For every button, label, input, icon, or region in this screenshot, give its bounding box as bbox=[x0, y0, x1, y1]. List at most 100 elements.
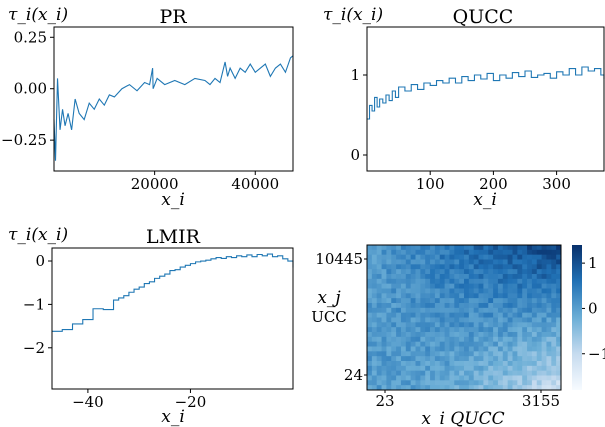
heatmap-cell bbox=[410, 375, 416, 381]
heatmap-cell bbox=[381, 254, 387, 260]
heatmap-cell bbox=[473, 351, 479, 357]
heatmap-cell bbox=[449, 351, 455, 357]
heatmap-cell bbox=[507, 361, 513, 367]
heatmap-cell bbox=[497, 264, 504, 270]
heatmap-cell bbox=[468, 346, 475, 352]
heatmap-cell bbox=[483, 283, 489, 289]
heatmap-cell bbox=[425, 254, 431, 260]
heatmap-cell bbox=[464, 370, 470, 376]
heatmap-cell bbox=[556, 351, 562, 357]
heatmap-cell bbox=[464, 356, 470, 362]
heatmap-cell bbox=[371, 351, 378, 357]
heatmap-cell bbox=[396, 361, 402, 367]
heatmap-cell bbox=[522, 385, 528, 391]
heatmap-cell bbox=[425, 380, 431, 386]
heatmap-cell bbox=[405, 307, 412, 314]
x-tick-label: −20 bbox=[175, 393, 207, 411]
heatmap-cell bbox=[430, 365, 436, 372]
heatmap-cell bbox=[522, 254, 528, 260]
heatmap-cell bbox=[371, 380, 378, 386]
heatmap-cell bbox=[391, 365, 397, 372]
heatmap-cell bbox=[439, 298, 445, 304]
heatmap-cell bbox=[371, 245, 378, 251]
heatmap-cell bbox=[367, 317, 373, 323]
heatmap-cell bbox=[522, 351, 528, 357]
heatmap-cell bbox=[376, 259, 382, 265]
heatmap-cell bbox=[420, 254, 426, 260]
heatmap-cell bbox=[434, 375, 441, 381]
heatmap-cell bbox=[405, 356, 412, 362]
heatmap-cell bbox=[420, 370, 426, 376]
heatmap-cell bbox=[396, 312, 402, 318]
heatmap-cell bbox=[430, 385, 436, 391]
heatmap-cell bbox=[478, 356, 484, 362]
heatmap-cell bbox=[415, 375, 421, 381]
heatmap-cell bbox=[396, 341, 402, 347]
heatmap-cell bbox=[410, 254, 416, 260]
heatmap-cell bbox=[376, 336, 382, 343]
heatmap-cell bbox=[367, 341, 373, 347]
heatmap-cell bbox=[391, 245, 397, 251]
heatmap-cell bbox=[400, 269, 407, 275]
heatmap-cell bbox=[400, 356, 407, 362]
heatmap-cell bbox=[381, 356, 387, 362]
heatmap-cell bbox=[449, 327, 455, 333]
heatmap-cell bbox=[536, 278, 542, 285]
heatmap-cell bbox=[478, 361, 484, 367]
heatmap-cell bbox=[531, 288, 538, 294]
panel-qucc: QUCC τ_i(x_i) x_i 100 200 300 0 1 bbox=[323, 5, 605, 210]
heatmap-cell bbox=[497, 303, 504, 309]
heatmap-cell bbox=[541, 307, 547, 314]
heatmap-cell bbox=[507, 385, 513, 391]
heatmap-cell bbox=[449, 312, 455, 318]
heatmap-cell bbox=[546, 336, 552, 343]
heatmap-cell bbox=[367, 293, 373, 299]
heatmap-cell bbox=[371, 293, 378, 299]
heatmap-cell bbox=[400, 303, 407, 309]
heatmap-cell bbox=[522, 269, 528, 275]
heatmap-cell bbox=[405, 322, 412, 328]
heatmap-cell bbox=[410, 346, 416, 352]
heatmap-cell bbox=[468, 336, 475, 343]
heatmap-cell bbox=[396, 298, 402, 304]
heatmap-cell bbox=[493, 283, 499, 289]
series-line bbox=[52, 253, 294, 332]
heatmap-cell bbox=[430, 356, 436, 362]
heatmap-cell bbox=[512, 303, 518, 309]
heatmap-cell bbox=[439, 317, 445, 323]
heatmap-cell bbox=[527, 351, 533, 357]
heatmap-cell bbox=[381, 375, 387, 381]
heatmap-cell bbox=[512, 293, 518, 299]
heatmap-cell bbox=[507, 312, 513, 318]
heatmap-cell bbox=[531, 327, 538, 333]
heatmap-cell bbox=[464, 385, 470, 391]
heatmap-cell bbox=[420, 341, 426, 347]
heatmap-cell bbox=[488, 254, 494, 260]
heatmap-cell bbox=[415, 361, 421, 367]
heatmap-cell bbox=[488, 385, 494, 391]
heatmap-cell bbox=[536, 317, 542, 323]
heatmap-cell bbox=[367, 312, 373, 318]
heatmap-cell bbox=[386, 274, 392, 280]
heatmap-cell bbox=[396, 264, 402, 270]
heatmap-cell bbox=[396, 245, 402, 251]
heatmap-cell bbox=[468, 351, 475, 357]
heatmap-cell bbox=[473, 370, 479, 376]
heatmap-cell bbox=[483, 327, 489, 333]
heatmap-cell bbox=[522, 336, 528, 343]
heatmap-cell bbox=[556, 336, 562, 343]
heatmap-cell bbox=[454, 341, 460, 347]
heatmap-cell bbox=[459, 327, 465, 333]
heatmap-cell bbox=[536, 351, 542, 357]
heatmap-cell bbox=[512, 298, 518, 304]
heatmap-cell bbox=[517, 380, 523, 386]
heatmap-cell bbox=[386, 356, 392, 362]
heatmap-cell bbox=[551, 274, 557, 280]
heatmap-cell bbox=[478, 375, 484, 381]
heatmap-cell bbox=[459, 278, 465, 285]
heatmap-cell bbox=[430, 288, 436, 294]
series-line bbox=[367, 66, 605, 120]
colorbar-tick-label: 0 bbox=[588, 299, 598, 317]
heatmap-cell bbox=[376, 307, 382, 314]
y-tick-label: −2 bbox=[23, 339, 45, 357]
